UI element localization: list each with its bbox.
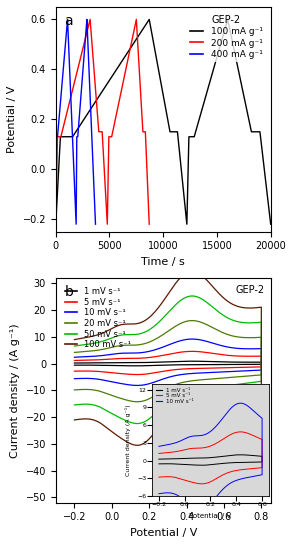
Y-axis label: Current density / (A g⁻¹): Current density / (A g⁻¹) <box>10 323 20 458</box>
Legend: 100 mA g⁻¹, 200 mA g⁻¹, 400 mA g⁻¹: 100 mA g⁻¹, 200 mA g⁻¹, 400 mA g⁻¹ <box>186 11 266 63</box>
X-axis label: Time / s: Time / s <box>141 257 185 267</box>
X-axis label: Potential / V: Potential / V <box>130 528 197 538</box>
Text: GEP-2: GEP-2 <box>235 285 264 295</box>
Text: b: b <box>64 285 73 299</box>
Legend: 1 mV s⁻¹, 5 mV s⁻¹, 10 mV s⁻¹, 20 mV s⁻¹, 50 mV s⁻¹, 100 mV s⁻¹: 1 mV s⁻¹, 5 mV s⁻¹, 10 mV s⁻¹, 20 mV s⁻¹… <box>62 284 133 352</box>
Y-axis label: Potential / V: Potential / V <box>7 86 17 153</box>
Text: a: a <box>64 14 73 28</box>
